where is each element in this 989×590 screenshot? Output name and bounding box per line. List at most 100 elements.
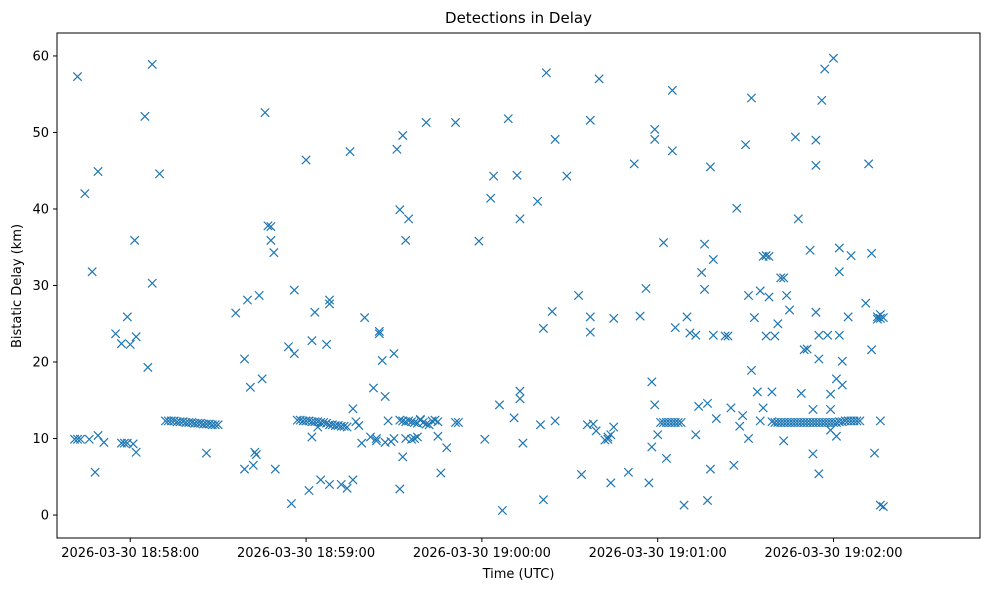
data-point-marker (87, 267, 97, 277)
data-point-marker (784, 305, 795, 315)
data-point-marker (864, 159, 874, 169)
data-point-marker (154, 169, 165, 179)
data-point-marker (635, 311, 645, 321)
data-point-marker (790, 132, 801, 142)
data-point-marker (808, 449, 818, 459)
data-point-marker (412, 432, 423, 442)
x-axis-label: Time (UTC) (482, 567, 555, 582)
data-point-marker (761, 331, 771, 341)
data-point-marker (647, 442, 657, 452)
data-point-marker (307, 432, 317, 442)
data-point-marker (746, 365, 757, 376)
data-point-marker (357, 438, 367, 448)
data-point-marker (321, 418, 332, 428)
data-point-marker (383, 416, 393, 426)
data-point-marker (515, 386, 525, 396)
data-point-marker (644, 478, 654, 488)
data-point-marker (723, 331, 733, 341)
data-point-marker (421, 419, 431, 429)
y-tick-label: 0 (41, 509, 49, 524)
data-point-marker (497, 505, 508, 516)
data-point-marker (389, 348, 399, 359)
data-point-marker (345, 146, 355, 157)
data-point-marker (251, 449, 261, 460)
data-point-marker (811, 160, 821, 170)
data-point-marker (99, 437, 109, 447)
data-point-marker (708, 330, 718, 340)
data-point-marker (837, 356, 847, 366)
data-point-marker (147, 59, 157, 69)
data-point-marker (380, 391, 390, 402)
data-point-marker (711, 414, 721, 424)
data-point-marker (667, 146, 677, 156)
data-point-marker (403, 214, 414, 224)
y-tick-label: 20 (32, 356, 49, 371)
data-point-marker (342, 422, 352, 432)
data-point-marker (685, 328, 695, 338)
data-point-marker (676, 417, 686, 428)
data-point-marker (93, 430, 103, 441)
data-point-marker (72, 71, 83, 82)
data-point-marker (609, 422, 619, 432)
data-point-marker (749, 313, 760, 323)
data-point-marker (606, 430, 616, 440)
data-point-marker (799, 345, 809, 355)
data-point-marker (825, 389, 836, 399)
data-point-marker (679, 500, 689, 510)
data-point-marker (360, 313, 370, 323)
data-point-marker (409, 417, 420, 428)
data-point-marker (90, 467, 100, 477)
data-point-marker (254, 290, 264, 301)
data-point-marker (319, 417, 329, 428)
data-point-marker (878, 502, 888, 512)
data-point-marker (339, 421, 349, 431)
data-point-marker (450, 117, 461, 128)
data-point-marker (131, 332, 141, 342)
data-point-marker (304, 485, 314, 496)
data-point-marker (591, 426, 601, 436)
data-point-marker (289, 348, 299, 359)
data-point-marker (342, 483, 352, 493)
data-point-marker (313, 422, 323, 432)
data-point-marker (814, 330, 824, 340)
data-point-marker (433, 431, 443, 441)
data-point-marker (781, 290, 792, 301)
data-point-marker (740, 140, 751, 150)
data-point-marker (512, 170, 522, 180)
data-point-marker (324, 295, 335, 305)
data-point-marker (84, 434, 94, 444)
data-point-marker (348, 404, 358, 414)
data-point-marker (814, 354, 824, 364)
data-point-marker (814, 469, 824, 479)
data-point-marker (699, 239, 710, 249)
data-point-marker (647, 377, 657, 387)
data-point-marker (289, 285, 299, 295)
data-point-marker (770, 331, 780, 341)
data-point-marker (424, 420, 434, 430)
data-point-marker (811, 135, 821, 145)
data-point-marker (875, 313, 885, 324)
data-point-marker (755, 416, 765, 426)
data-point-marker (93, 166, 103, 177)
data-point-marker (210, 420, 220, 430)
data-point-marker (606, 478, 616, 488)
data-point-marker (307, 335, 317, 346)
data-point-marker (550, 416, 560, 426)
data-point-marker (371, 436, 382, 446)
data-point-marker (705, 464, 716, 474)
data-point-marker (377, 355, 387, 366)
data-point-marker (752, 387, 762, 397)
data-point-marker (861, 298, 871, 308)
data-point-marker (403, 416, 414, 426)
data-point-marker (371, 433, 382, 444)
data-point-marker (324, 299, 335, 309)
data-point-marker (395, 205, 405, 215)
data-point-marker (802, 344, 812, 354)
data-point-marker (755, 286, 765, 296)
y-tick-label: 60 (32, 49, 49, 64)
data-point-marker (453, 417, 464, 428)
data-point-marker (147, 278, 157, 288)
data-point-marker (817, 95, 827, 105)
data-point-marker (442, 443, 452, 453)
data-point-marker (708, 254, 718, 265)
